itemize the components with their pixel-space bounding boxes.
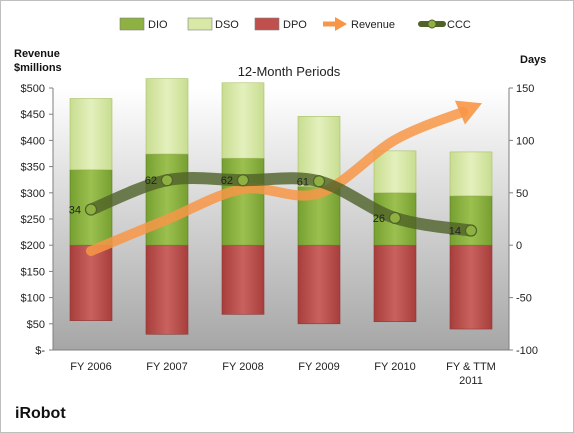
left-tick-label: $500 — [21, 83, 45, 95]
right-tick-label: 50 — [516, 188, 528, 200]
ccc-data-label: 34 — [69, 205, 81, 217]
left-tick-label: $350 — [21, 162, 45, 174]
dso-bar — [69, 98, 113, 171]
left-tick-label: $450 — [21, 109, 45, 121]
dpo-bar — [297, 244, 341, 325]
ccc-point — [388, 211, 402, 225]
right-tick-label: -100 — [516, 345, 538, 357]
revenue-arrowhead — [454, 100, 483, 125]
revenue-line — [86, 106, 468, 256]
bars-layer — [69, 78, 493, 335]
dso-bar — [145, 78, 189, 155]
x-tick-label: 2011 — [459, 375, 483, 387]
x-tick-label: FY 2010 — [374, 361, 415, 373]
left-tick-label: $250 — [21, 214, 45, 226]
left-tick-label: $150 — [21, 266, 45, 278]
dpo-bar — [373, 244, 417, 323]
x-tick-label: FY 2009 — [298, 361, 339, 373]
left-tick-label: $400 — [21, 135, 45, 147]
left-axis-title-line2: $millions — [14, 62, 62, 74]
legend-arrowhead-revenue — [335, 17, 347, 31]
dpo-bar — [69, 244, 113, 321]
ccc-point — [236, 174, 250, 187]
legend-swatch-dso — [187, 17, 213, 31]
ccc-data-label: 26 — [373, 213, 385, 225]
left-tick-label: $300 — [21, 188, 45, 200]
dio-bar — [145, 153, 189, 246]
dpo-bar — [221, 244, 265, 315]
dso-bar — [221, 82, 265, 159]
x-tick-label: FY 2007 — [146, 361, 187, 373]
ccc-data-label: 14 — [449, 226, 461, 238]
dso-bar — [449, 151, 493, 197]
right-axis-title: Days — [520, 54, 546, 66]
company-name: iRobot — [15, 405, 66, 422]
legend-label-dso: DSO — [215, 19, 239, 31]
legend-label-dpo: DPO — [283, 19, 307, 31]
legend: DIO DSO DPO Revenue CCC — [119, 17, 471, 31]
left-axis-title-line1: Revenue — [14, 48, 60, 60]
plot-area — [53, 88, 509, 350]
right-tick-label: 100 — [516, 135, 534, 147]
left-tick-label: $100 — [21, 293, 45, 305]
dso-bar — [373, 150, 417, 194]
ccc-point — [84, 203, 98, 216]
left-tick-label: $50 — [27, 319, 45, 331]
left-tick-label: $200 — [21, 240, 45, 252]
legend-label-revenue: Revenue — [351, 19, 395, 31]
left-tick-label: $- — [35, 345, 45, 357]
legend-label-ccc: CCC — [447, 19, 471, 31]
ccc-data-label: 61 — [297, 176, 309, 188]
x-tick-label: FY 2008 — [222, 361, 263, 373]
ccc-data-label: 62 — [221, 175, 233, 187]
dio-bar — [449, 195, 493, 246]
legend-marker-ccc — [427, 19, 437, 29]
right-tick-label: -50 — [516, 293, 532, 305]
ccc-data-label: 62 — [145, 175, 157, 187]
x-tick-label: FY 2006 — [70, 361, 111, 373]
dio-bar — [221, 157, 265, 246]
dpo-bar — [145, 244, 189, 335]
right-tick-label: 0 — [516, 240, 522, 252]
legend-swatch-dpo — [254, 17, 280, 31]
legend-swatch-dio — [119, 17, 145, 31]
dpo-bar — [449, 244, 493, 330]
ccc-point — [160, 174, 174, 187]
chart-title: 12-Month Periods — [238, 64, 341, 79]
ccc-point — [464, 224, 478, 237]
legend-label-dio: DIO — [148, 19, 168, 31]
right-tick-label: 150 — [516, 83, 534, 95]
lines-layer: 34 62 62 61 26 14 — [69, 100, 483, 256]
x-tick-label: FY & TTM — [446, 361, 496, 373]
ccc-point — [312, 175, 326, 188]
axes-layer: $- $50 $100 $150 $200 $250 $300 $350 $400 $450 $50… — [21, 83, 539, 387]
